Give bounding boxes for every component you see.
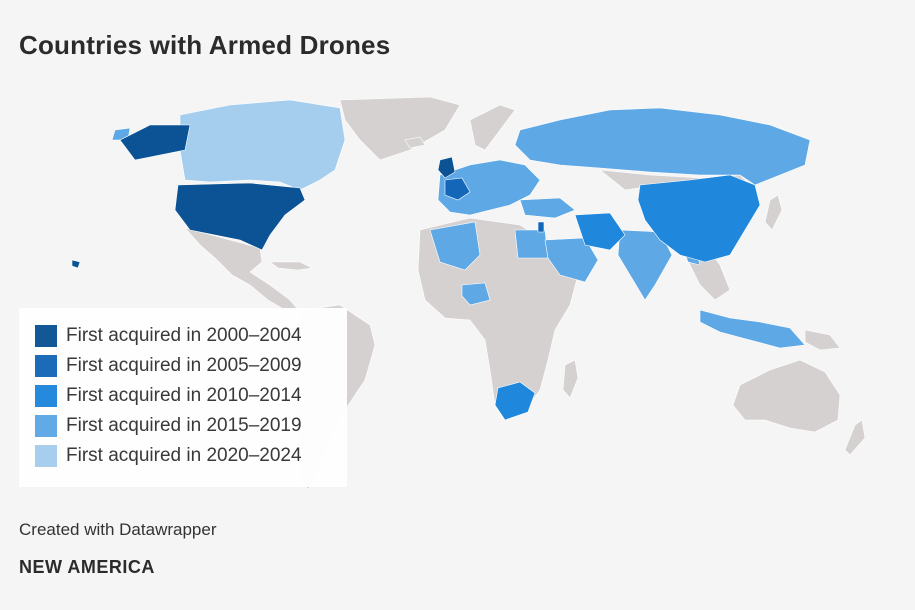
legend-swatch xyxy=(35,445,57,467)
turkey-region xyxy=(519,197,576,219)
legend-item-2015-2019: First acquired in 2015–2019 xyxy=(35,414,302,438)
legend-label: First acquired in 2010–2014 xyxy=(66,385,302,406)
legend-item-2000-2004: First acquired in 2000–2004 xyxy=(35,324,302,348)
egypt-region xyxy=(514,229,549,259)
france-region xyxy=(444,177,471,201)
legend-swatch xyxy=(35,385,57,407)
iceland-region xyxy=(404,136,426,149)
legend: First acquired in 2000–2004 First acquir… xyxy=(19,308,347,487)
land-base xyxy=(184,96,866,491)
russia-region xyxy=(514,107,811,186)
nigeria-region xyxy=(461,282,491,306)
legend-swatch xyxy=(35,415,57,437)
hawaii-region xyxy=(71,259,81,269)
legend-label: First acquired in 2000–2004 xyxy=(66,325,302,346)
new-zealand-region xyxy=(844,419,866,456)
countries-2020-2024 xyxy=(179,99,346,191)
legend-item-2020-2024: First acquired in 2020–2024 xyxy=(35,444,302,468)
papua-region xyxy=(804,329,841,351)
norway-region xyxy=(469,104,516,151)
japan-region xyxy=(764,194,783,231)
chart-title: Countries with Armed Drones xyxy=(19,30,391,60)
canada-region xyxy=(179,99,346,191)
legend-item-2005-2009: First acquired in 2005–2009 xyxy=(35,354,302,378)
legend-item-2010-2014: First acquired in 2010–2014 xyxy=(35,384,302,408)
world-map xyxy=(71,96,866,491)
credit-text: Created with Datawrapper xyxy=(19,520,217,539)
israel-region xyxy=(537,221,545,233)
legend-label: First acquired in 2005–2009 xyxy=(66,355,302,376)
legend-label: First acquired in 2015–2019 xyxy=(66,415,302,436)
south-africa-region xyxy=(494,381,536,421)
madagascar-region xyxy=(562,359,579,399)
brand-logo-text: NEW AMERICA xyxy=(19,557,155,577)
alaska-region xyxy=(119,124,191,161)
uk-region xyxy=(437,156,456,179)
caribbean-region xyxy=(269,261,313,271)
north-africa-region xyxy=(429,221,481,271)
countries-2015-2019 xyxy=(111,107,811,349)
legend-swatch xyxy=(35,325,57,347)
usa-region xyxy=(174,182,306,251)
countries-2000-2004 xyxy=(71,124,456,269)
legend-swatch xyxy=(35,355,57,377)
australia-region xyxy=(732,359,841,433)
countries-2005-2009 xyxy=(444,177,545,233)
legend-label: First acquired in 2020–2024 xyxy=(66,445,302,466)
china-region xyxy=(637,174,761,263)
countries-2010-2014 xyxy=(494,174,761,421)
greenland-region xyxy=(339,96,461,161)
iran-region xyxy=(574,212,626,251)
indonesia-region xyxy=(699,309,806,349)
